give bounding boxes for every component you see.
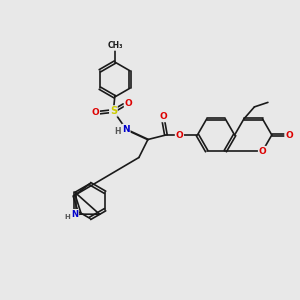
- Text: O: O: [92, 108, 99, 117]
- Text: O: O: [285, 130, 293, 140]
- Text: N: N: [71, 210, 78, 219]
- Text: S: S: [110, 106, 117, 116]
- Text: CH₃: CH₃: [107, 41, 123, 50]
- Text: H: H: [114, 128, 120, 136]
- Text: O: O: [160, 112, 167, 122]
- Text: O: O: [124, 99, 132, 108]
- Text: O: O: [259, 147, 266, 156]
- Text: N: N: [122, 124, 130, 134]
- Text: H: H: [64, 214, 70, 220]
- Text: O: O: [176, 130, 183, 140]
